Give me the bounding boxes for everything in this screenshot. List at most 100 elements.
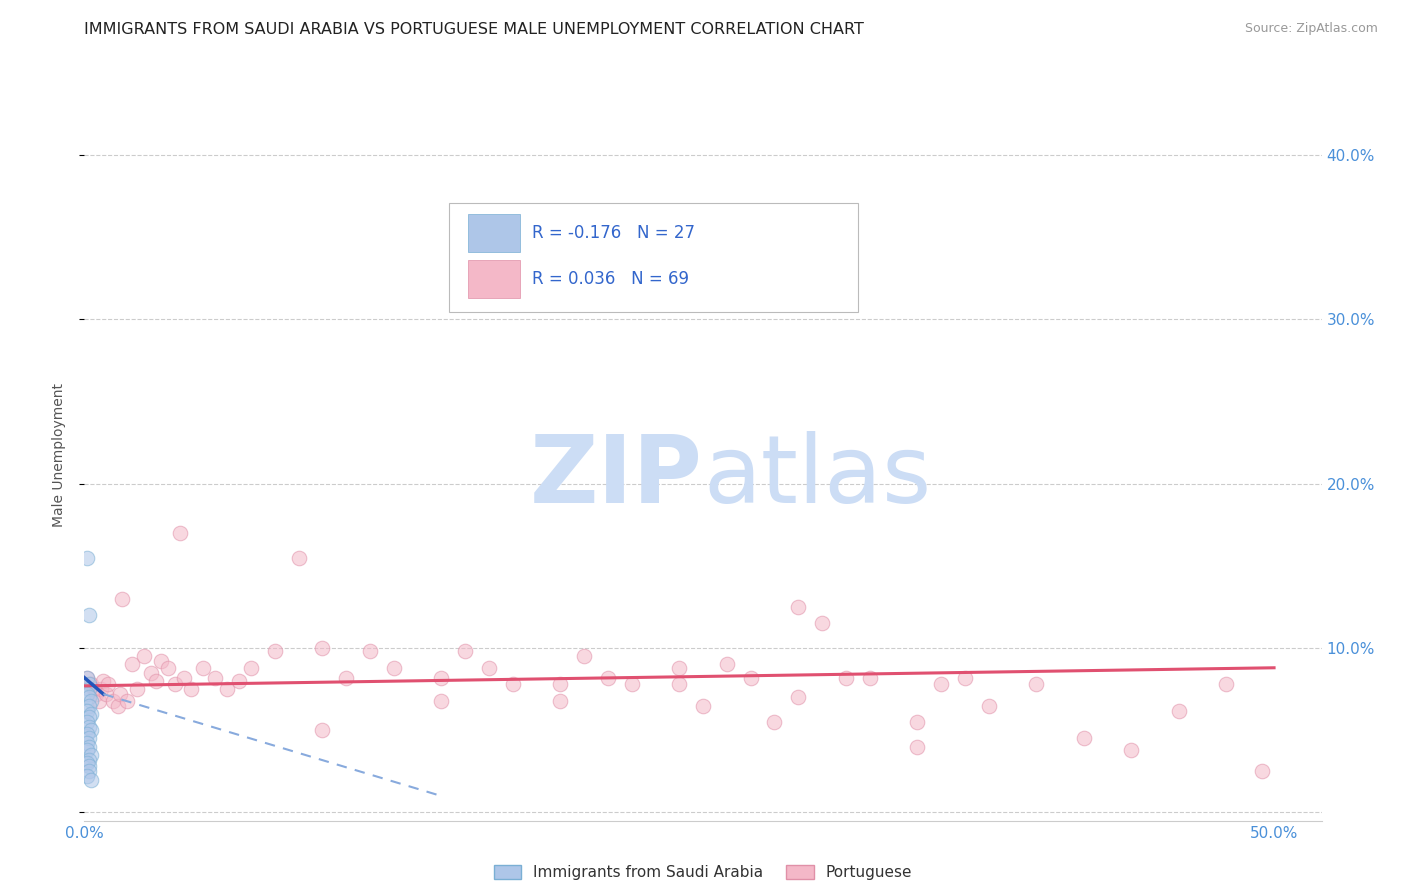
Point	[139, 665, 162, 680]
Point	[76, 704, 98, 718]
Point	[905, 739, 928, 754]
Point	[716, 657, 738, 672]
Point	[77, 608, 100, 623]
Point	[80, 747, 103, 762]
Point	[145, 673, 167, 688]
Text: IMMIGRANTS FROM SAUDI ARABIA VS PORTUGUESE MALE UNEMPLOYMENT CORRELATION CHART: IMMIGRANTS FROM SAUDI ARABIA VS PORTUGUE…	[84, 22, 865, 37]
Point	[668, 677, 690, 691]
Point	[108, 687, 131, 701]
Point	[454, 644, 477, 658]
Point	[76, 743, 98, 757]
Point	[217, 682, 239, 697]
Point	[132, 649, 155, 664]
Point	[239, 661, 262, 675]
Point	[76, 714, 98, 729]
Point	[107, 698, 129, 713]
Point	[204, 671, 226, 685]
Point	[502, 677, 524, 691]
Point	[1215, 677, 1237, 691]
Point	[93, 673, 115, 688]
Point	[77, 764, 100, 779]
Point	[430, 693, 453, 707]
Text: R = 0.036   N = 69: R = 0.036 N = 69	[533, 269, 689, 288]
Point	[76, 736, 98, 750]
Point	[740, 671, 762, 685]
FancyBboxPatch shape	[468, 260, 520, 298]
Point	[83, 682, 105, 697]
Point	[478, 661, 501, 675]
Point	[77, 753, 100, 767]
Point	[382, 661, 405, 675]
Point	[80, 677, 103, 691]
Point	[835, 671, 858, 685]
Point	[77, 710, 100, 724]
Point	[287, 550, 309, 565]
Point	[811, 616, 834, 631]
Point	[80, 706, 103, 721]
Point	[548, 693, 571, 707]
Point	[76, 769, 98, 783]
Point	[97, 677, 120, 691]
Point	[84, 687, 107, 701]
Point	[101, 693, 124, 707]
Point	[76, 550, 98, 565]
Point	[311, 641, 333, 656]
Point	[692, 698, 714, 713]
Point	[548, 677, 571, 691]
Point	[668, 661, 690, 675]
Point	[77, 682, 100, 697]
Point	[572, 649, 595, 664]
Point	[163, 677, 186, 691]
Y-axis label: Male Unemployment: Male Unemployment	[52, 383, 66, 527]
Point	[169, 526, 191, 541]
Point	[193, 661, 215, 675]
Point	[77, 677, 100, 691]
Point	[787, 690, 810, 705]
Point	[620, 677, 643, 691]
Point	[76, 671, 98, 685]
Point	[763, 714, 786, 729]
Point	[87, 693, 110, 707]
Point	[80, 723, 103, 738]
Point	[76, 726, 98, 740]
FancyBboxPatch shape	[450, 202, 858, 312]
Point	[80, 772, 103, 787]
Text: R = -0.176   N = 27: R = -0.176 N = 27	[533, 224, 695, 242]
Point	[115, 693, 138, 707]
Point	[430, 671, 453, 685]
Point	[1073, 731, 1095, 746]
Point	[80, 693, 103, 707]
Legend: Immigrants from Saudi Arabia, Portuguese: Immigrants from Saudi Arabia, Portuguese	[488, 859, 918, 886]
Point	[180, 682, 202, 697]
Text: atlas: atlas	[703, 431, 931, 523]
Point	[111, 591, 134, 606]
Point	[263, 644, 285, 658]
Point	[76, 671, 98, 685]
Point	[977, 698, 1000, 713]
Point	[858, 671, 880, 685]
FancyBboxPatch shape	[468, 214, 520, 252]
Text: Source: ZipAtlas.com: Source: ZipAtlas.com	[1244, 22, 1378, 36]
Point	[173, 671, 195, 685]
Point	[77, 720, 100, 734]
Point	[596, 671, 619, 685]
Point	[77, 698, 100, 713]
Point	[1167, 704, 1189, 718]
Point	[125, 682, 148, 697]
Point	[228, 673, 250, 688]
Point	[905, 714, 928, 729]
Point	[94, 687, 117, 701]
Point	[1025, 677, 1047, 691]
Point	[149, 654, 172, 668]
Point	[77, 739, 100, 754]
Point	[929, 677, 952, 691]
Point	[1251, 764, 1274, 779]
Point	[77, 690, 100, 705]
Point	[76, 687, 98, 701]
Point	[90, 682, 112, 697]
Point	[156, 661, 179, 675]
Point	[77, 759, 100, 773]
Point	[76, 756, 98, 771]
Point	[77, 731, 100, 746]
Point	[311, 723, 333, 738]
